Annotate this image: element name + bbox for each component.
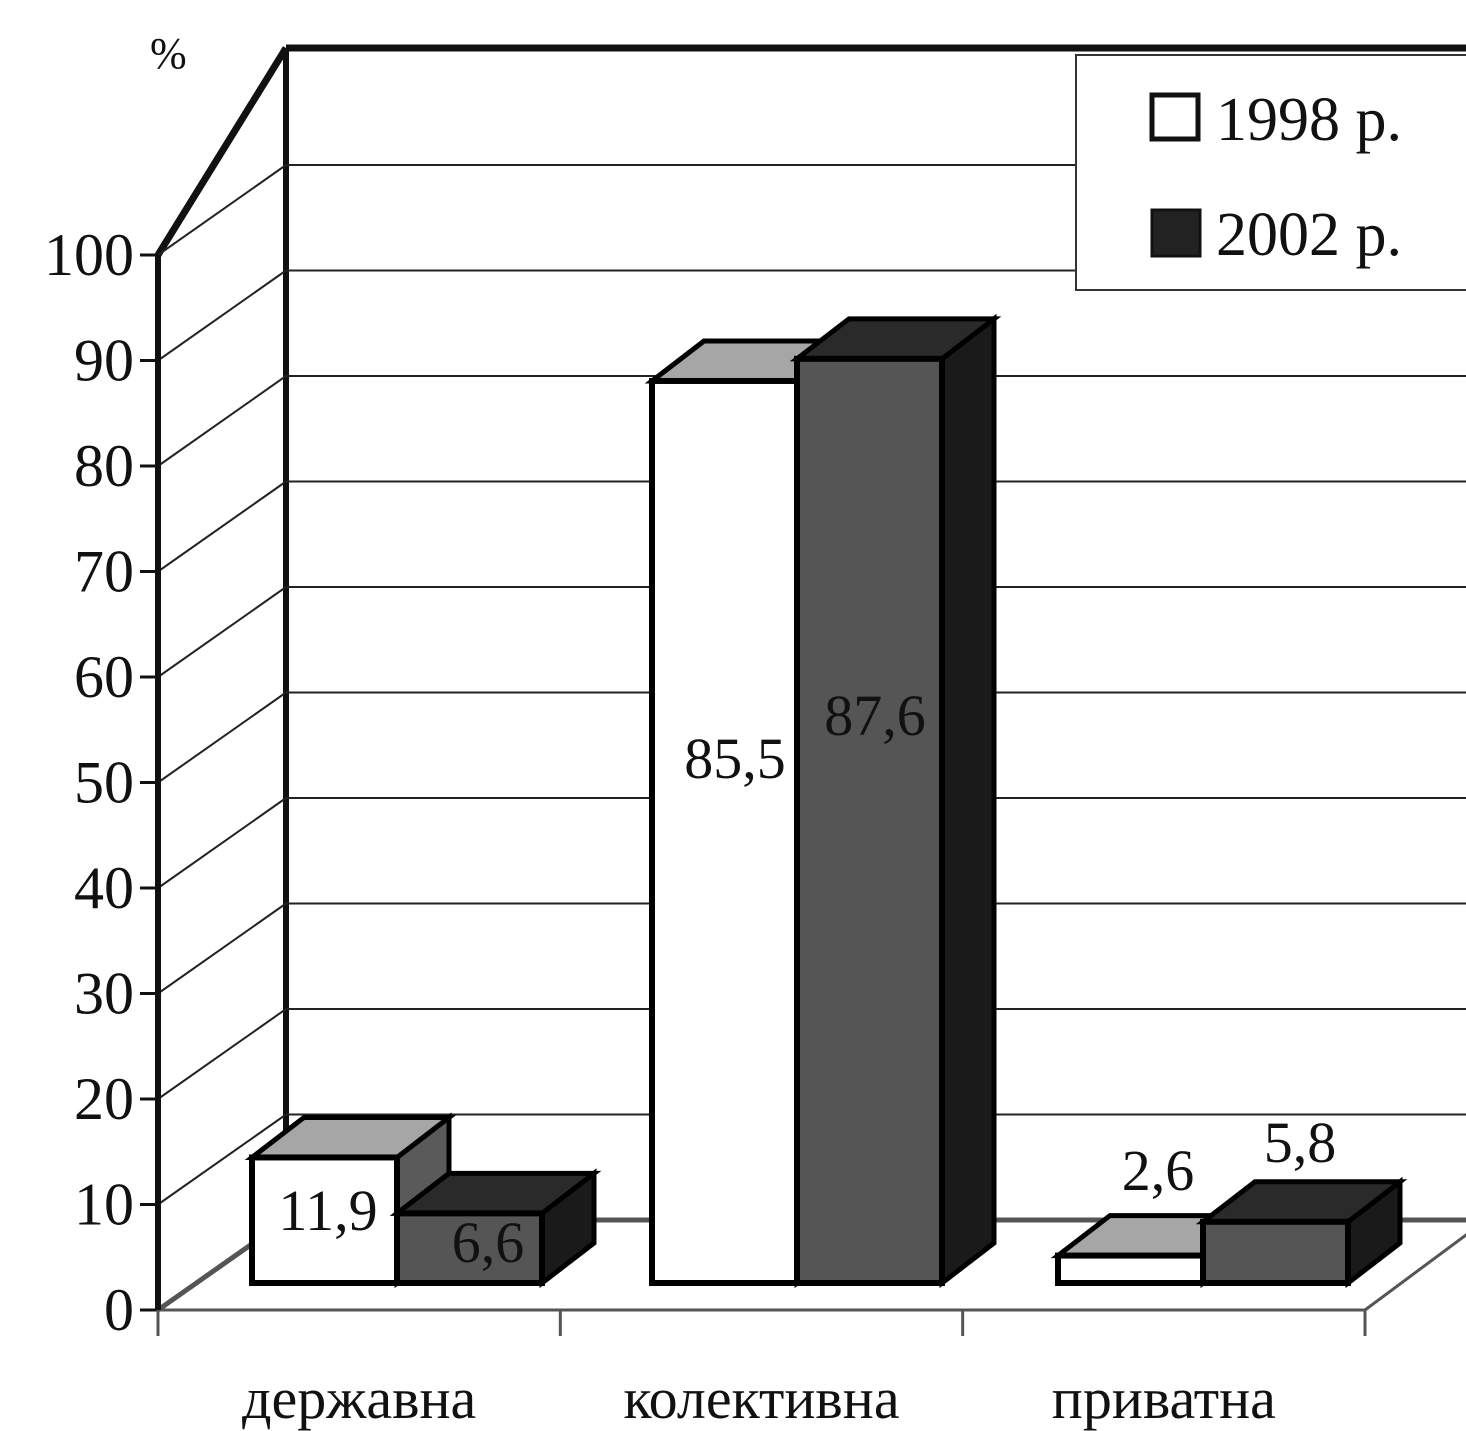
gridline-side-90 <box>157 269 287 362</box>
legend-box <box>1075 54 1466 291</box>
axes <box>140 253 1367 1336</box>
y-tick-label-90: 90 <box>74 328 134 394</box>
gridline-side-60 <box>157 586 287 678</box>
y-axis-unit-label: % <box>150 29 187 78</box>
legend: 1998 р. 2002 р. <box>1075 54 1466 291</box>
data-label-1-1998: 11,9 <box>278 1178 377 1243</box>
data-labels: 11,9 6,6 85,5 87,6 2,6 5,8 <box>278 683 1336 1275</box>
y-tick-label-10: 10 <box>74 1172 134 1238</box>
gridline-side-80 <box>157 375 287 467</box>
gridline-side-30 <box>157 902 287 995</box>
data-label-3-2002: 5,8 <box>1264 1110 1337 1175</box>
data-label-2-1998: 85,5 <box>684 726 786 791</box>
gridline-side-70 <box>157 480 287 573</box>
category-label-3: приватна <box>1052 1366 1276 1431</box>
side-wall-top-edge <box>155 46 289 257</box>
bar-2-1998-front <box>649 377 800 1287</box>
y-tick-label-30: 30 <box>74 961 134 1027</box>
floor-right-edge <box>1364 1233 1466 1312</box>
gridline-side-20 <box>157 1008 287 1100</box>
data-label-2-2002: 87,6 <box>824 683 926 748</box>
y-axis-tick-labels: 0 10 20 30 40 50 60 70 80 90 100 <box>44 222 134 1343</box>
data-label-1-2002: 6,6 <box>452 1210 525 1275</box>
bar-1-1998-front <box>249 1154 400 1286</box>
gridline-side-50 <box>157 691 287 784</box>
y-tick-label-20: 20 <box>74 1066 134 1132</box>
gridline-side-40 <box>157 797 287 889</box>
bar-1-2002-front <box>394 1210 545 1286</box>
y-tick-label-100: 100 <box>44 222 134 288</box>
legend-swatch-1998 <box>1149 92 1201 142</box>
bar-3-1998-front <box>1055 1252 1206 1286</box>
category-label-1: державна <box>242 1366 476 1431</box>
y-tick-label-50: 50 <box>74 750 134 816</box>
y-tick-label-40: 40 <box>74 855 134 921</box>
y-tick-label-70: 70 <box>74 539 134 605</box>
legend-label-2002: 2002 р. <box>1216 201 1402 269</box>
y-tick-label-80: 80 <box>74 433 134 499</box>
category-labels: державна колективна приватна <box>242 1366 1276 1431</box>
category-label-2: колективна <box>623 1366 899 1431</box>
bars <box>244 313 1408 1289</box>
data-label-3-1998: 2,6 <box>1122 1138 1195 1203</box>
bar-3-2002-front <box>1200 1218 1351 1287</box>
gridline-side-100 <box>157 164 287 256</box>
legend-swatch-2002 <box>1150 208 1202 258</box>
bar-2-2002-side <box>939 313 997 1289</box>
gridline-side-10 <box>157 1113 287 1206</box>
bar-2-2002-front <box>794 355 945 1286</box>
y-tick-label-60: 60 <box>74 644 134 710</box>
y-tick-label-0: 0 <box>104 1277 134 1343</box>
legend-label-1998: 1998 р. <box>1216 86 1402 154</box>
